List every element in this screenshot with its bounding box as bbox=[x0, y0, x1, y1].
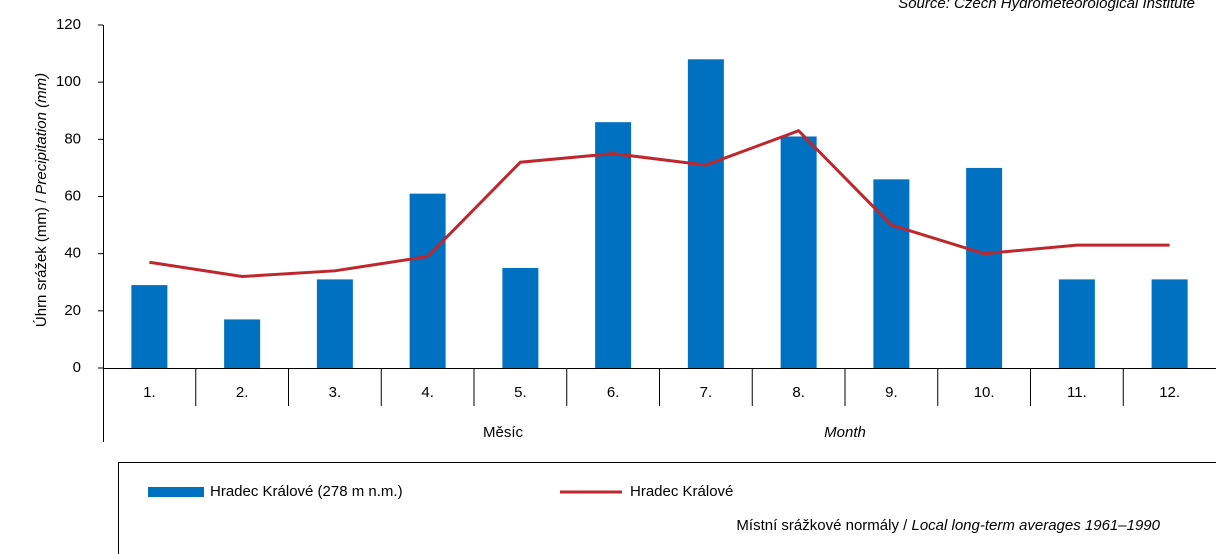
x-tick-label: 6. bbox=[607, 384, 620, 401]
x-tick-label: 11. bbox=[1067, 384, 1087, 401]
x-tick-label: 10. bbox=[974, 384, 995, 401]
bar bbox=[131, 285, 168, 368]
x-tick-label: 5. bbox=[514, 384, 527, 401]
source: Source: Czech Hydrometeorological Instit… bbox=[898, 0, 1195, 12]
bar bbox=[966, 167, 1003, 368]
y-label-en: Precipitation (mm) bbox=[33, 73, 50, 195]
x-tick-label: 8. bbox=[792, 384, 805, 401]
bar bbox=[780, 136, 817, 368]
y-label-cs: Úhrn srážek (mm) / bbox=[33, 195, 50, 328]
x-tick-label: 4. bbox=[421, 384, 434, 401]
bar bbox=[224, 319, 261, 368]
line bbox=[149, 129, 1170, 279]
bar bbox=[687, 59, 724, 369]
x-axis-label: Měsíc bbox=[483, 424, 524, 441]
note-en: Local long-term averages 1961–1990 bbox=[911, 517, 1160, 534]
note-cs: Místní srážkové normály / bbox=[736, 517, 911, 534]
legend-swatch bbox=[148, 487, 204, 497]
legend-box bbox=[118, 462, 1216, 554]
y-tick-label: 60 bbox=[64, 187, 81, 204]
y-tick-label: 0 bbox=[73, 359, 81, 376]
x-tick-label: 12. bbox=[1159, 384, 1180, 401]
bar bbox=[1058, 279, 1095, 368]
y-tick-label: 100 bbox=[56, 73, 81, 90]
legend-note: Místní srážkové normály / Local long-ter… bbox=[736, 517, 1160, 534]
x-axis-label-en: Month bbox=[824, 424, 866, 441]
bar bbox=[502, 267, 539, 368]
bar bbox=[873, 179, 910, 368]
x-tick-label: 7. bbox=[700, 384, 713, 401]
y-axis-label: Úhrn srážek (mm) / Precipitation (mm) bbox=[33, 73, 50, 327]
y-tick-label: 20 bbox=[64, 302, 81, 319]
bar bbox=[409, 193, 446, 368]
legend-label: Hradec Králové (278 m n.m.) bbox=[210, 483, 403, 500]
x-tick-label: 2. bbox=[236, 384, 249, 401]
x-tick-label: 1. bbox=[143, 384, 156, 401]
y-tick-label: 120 bbox=[56, 16, 81, 33]
bar bbox=[1151, 279, 1188, 368]
y-tick-label: 40 bbox=[64, 245, 81, 262]
x-tick-label: 9. bbox=[885, 384, 898, 401]
y-tick-label: 80 bbox=[64, 130, 81, 147]
x-tick-label: 3. bbox=[329, 384, 342, 401]
bar bbox=[595, 122, 632, 368]
bar bbox=[316, 279, 353, 368]
legend-label: Hradec Králové bbox=[630, 483, 733, 500]
